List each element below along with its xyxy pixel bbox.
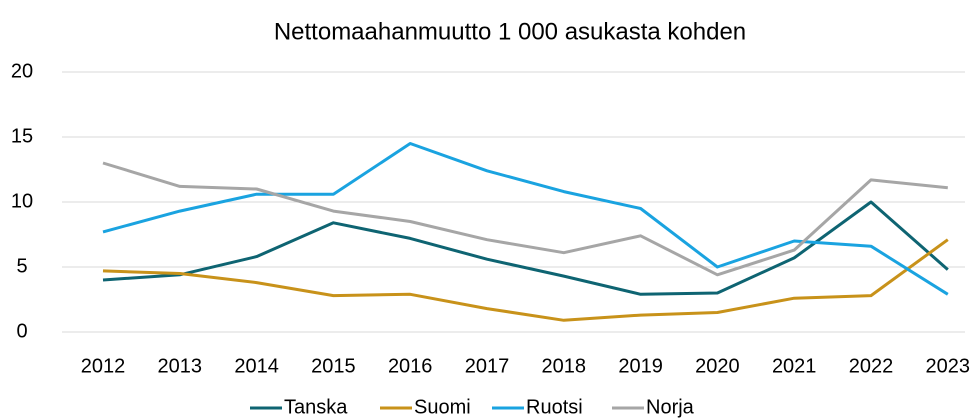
y-tick-label: 20 [11,60,33,82]
y-tick-label: 5 [16,255,27,277]
x-tick-label: 2012 [81,355,126,377]
y-tick-label: 0 [16,320,27,342]
x-tick-label: 2015 [311,355,356,377]
legend-label: Ruotsi [526,396,583,418]
x-tick-label: 2018 [542,355,587,377]
x-tick-label: 2022 [849,355,894,377]
x-tick-label: 2013 [158,355,203,377]
x-tick-label: 2023 [926,355,971,377]
series-line [102,238,949,322]
legend-label: Tanska [284,396,348,418]
x-tick-label: 2021 [772,355,817,377]
x-tick-label: 2019 [618,355,663,377]
x-tick-label: 2020 [695,355,740,377]
chart-title: Nettomaahanmuutto 1 000 asukasta kohden [274,18,746,45]
series-line [102,142,949,296]
legend-label: Suomi [414,396,471,418]
y-tick-label: 15 [11,125,33,147]
series-line [102,200,949,296]
series-line [102,161,948,277]
x-tick-label: 2017 [465,355,510,377]
x-tick-label: 2014 [234,355,279,377]
y-tick-label: 10 [11,190,33,212]
x-tick-label: 2016 [388,355,433,377]
legend-label: Norja [646,396,695,418]
